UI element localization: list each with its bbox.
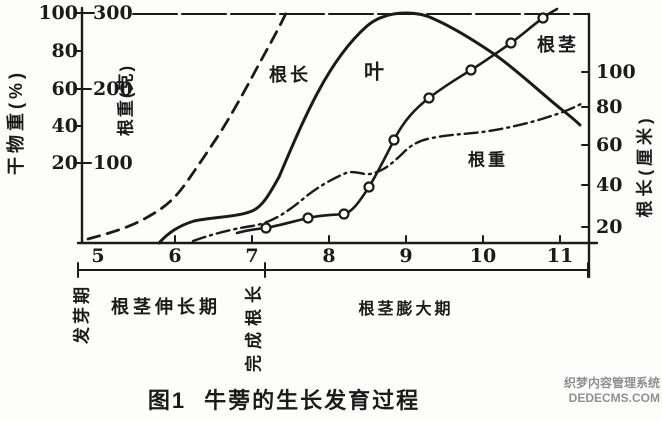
curve-root-length xyxy=(86,9,289,241)
y-left-tick-label-40: 40 xyxy=(51,115,78,137)
y-grams-tick-label-300: 300 xyxy=(93,2,133,24)
chart-title-text: 牛蒡的生长发育过程 xyxy=(204,388,421,413)
phase-label-germination: 发芽期 xyxy=(72,284,92,344)
y-axis-title-root-weight: 根重(克) xyxy=(116,63,136,137)
phase-label-swelling: 根茎膨大期 xyxy=(358,301,454,318)
y-right-tick-label-100: 100 xyxy=(596,61,636,83)
rhizome-marker xyxy=(338,208,350,220)
y-grams-tick-label-200: 200 xyxy=(93,78,133,100)
rhizome-marker xyxy=(260,222,272,234)
x-tick-label-6: 6 xyxy=(168,245,182,267)
curve-leaf xyxy=(157,11,582,245)
x-tick-label-9: 9 xyxy=(399,245,413,267)
y-right-tick-label-40: 40 xyxy=(596,174,623,196)
x-tick-label-10: 10 xyxy=(469,245,497,267)
y-left-tick-label-80: 80 xyxy=(51,40,78,62)
y-left-tick-label-100: 100 xyxy=(38,2,78,24)
y-axis-title-dry-matter: 干物重(%) xyxy=(6,69,26,175)
curve-label-root-weight: 根重 xyxy=(468,150,508,170)
x-tick-label-5: 5 xyxy=(91,245,105,267)
y-right-tick-label-60: 60 xyxy=(596,134,623,156)
curve-label-root-length: 根长 xyxy=(269,65,311,85)
curve-label-rhizome: 根茎 xyxy=(537,35,579,55)
y-left-tick-label-20: 20 xyxy=(51,152,78,174)
y-grams-tick-label-100: 100 xyxy=(93,152,133,174)
y-right-tick-label-20: 20 xyxy=(596,216,623,238)
watermark: 织梦内容管理系统 DEDECMS.COM xyxy=(564,376,660,406)
watermark-line1: 织梦内容管理系统 xyxy=(563,376,660,390)
curve-label-leaf: 叶 xyxy=(364,61,384,84)
rhizome-marker xyxy=(423,92,435,104)
x-tick-label-8: 8 xyxy=(322,245,336,267)
rhizome-markers xyxy=(260,12,549,234)
rhizome-marker xyxy=(302,212,314,224)
chart-title-figure-label: 图1 xyxy=(147,388,187,413)
y-axis-title-root-length: 根长(厘米) xyxy=(635,114,655,218)
x-tick-label-7: 7 xyxy=(245,245,259,267)
rhizome-marker xyxy=(363,181,375,193)
curve-root-weight xyxy=(191,102,583,243)
x-tick-label-11: 11 xyxy=(546,245,574,267)
y-left-tick-label-60: 60 xyxy=(51,78,78,100)
rhizome-marker xyxy=(537,12,549,24)
chart-title: 图1 牛蒡的生长发育过程 xyxy=(148,383,420,415)
phase-label-elongation: 根茎伸长期 xyxy=(111,297,221,317)
rhizome-marker xyxy=(505,37,517,49)
rhizome-marker xyxy=(388,134,400,146)
rhizome-marker xyxy=(465,64,477,76)
watermark-line2: DEDECMS.COM xyxy=(568,391,660,405)
y-right-tick-label-80: 80 xyxy=(596,96,623,118)
phase-label-root-complete: 完成根长 xyxy=(244,280,264,372)
